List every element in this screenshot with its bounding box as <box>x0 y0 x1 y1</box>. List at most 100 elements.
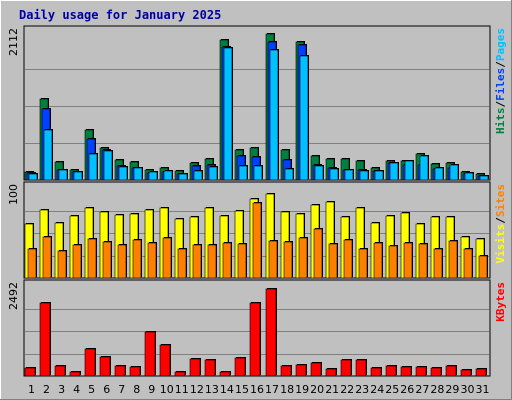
day-label-6: 6 <box>103 383 110 396</box>
bar-pages-day-5 <box>88 153 98 181</box>
bar-sites-day-20 <box>313 228 323 279</box>
bar-sites-day-19 <box>298 237 308 279</box>
bar-pages-day-9 <box>148 171 158 181</box>
bar-sites-day-23 <box>358 248 368 279</box>
bar-sites-day-26 <box>403 242 413 279</box>
bar-kbytes-day-8 <box>129 366 141 377</box>
bar-kbytes-day-13 <box>204 359 216 377</box>
day-label-23: 23 <box>355 383 369 396</box>
day-label-24: 24 <box>370 383 384 396</box>
y-max-label-hits_files_pages: 2112 <box>7 28 20 56</box>
bar-pages-day-13 <box>208 166 218 181</box>
bar-sites-day-27 <box>418 243 428 279</box>
bar-sites-day-24 <box>373 242 383 279</box>
bar-kbytes-day-22 <box>340 359 352 377</box>
bar-pages-day-29 <box>449 164 459 181</box>
bar-kbytes-day-7 <box>114 365 126 377</box>
legend-item: / <box>494 101 507 108</box>
day-label-31: 31 <box>476 383 490 396</box>
legend-item: / <box>494 217 507 224</box>
panel-kbytes: 2492 KBytes <box>7 279 507 377</box>
day-label-14: 14 <box>220 383 234 396</box>
legend-hits_files_pages: Hits/Files/Pages <box>494 28 507 134</box>
bar-pages-day-3 <box>58 169 68 181</box>
day-label-19: 19 <box>295 383 309 396</box>
bar-pages-day-15 <box>238 165 248 181</box>
bar-kbytes-day-25 <box>385 365 397 377</box>
day-label-15: 15 <box>235 383 249 396</box>
bar-kbytes-day-26 <box>400 366 412 377</box>
bar-kbytes-day-3 <box>54 365 66 377</box>
bar-pages-day-27 <box>419 155 429 181</box>
bar-kbytes-day-9 <box>144 331 156 377</box>
bar-sites-day-7 <box>117 244 127 279</box>
legend-visits_sites: Visits/Sites <box>494 184 507 264</box>
bar-sites-day-9 <box>147 242 157 279</box>
bar-kbytes-day-29 <box>445 365 457 377</box>
day-label-13: 13 <box>205 383 219 396</box>
bar-kbytes-day-18 <box>280 365 292 377</box>
bar-pages-day-4 <box>73 171 83 181</box>
bar-pages-day-24 <box>374 170 384 181</box>
bar-pages-day-28 <box>434 167 444 181</box>
day-label-16: 16 <box>250 383 264 396</box>
bar-pages-day-16 <box>253 165 263 181</box>
day-label-7: 7 <box>118 383 125 396</box>
bar-kbytes-day-31 <box>475 368 487 377</box>
day-label-29: 29 <box>445 383 459 396</box>
bar-sites-day-1 <box>27 248 37 279</box>
bar-sites-day-12 <box>192 244 202 279</box>
bar-pages-day-2 <box>43 129 53 181</box>
bar-sites-day-28 <box>433 248 443 279</box>
bar-pages-day-12 <box>193 170 203 181</box>
bar-sites-day-25 <box>388 245 398 279</box>
day-label-18: 18 <box>280 383 294 396</box>
bar-sites-day-21 <box>328 243 338 279</box>
day-label-11: 11 <box>175 383 189 396</box>
bar-kbytes-day-27 <box>415 366 427 377</box>
bar-pages-day-30 <box>464 172 474 181</box>
bar-pages-day-19 <box>299 55 309 181</box>
bar-kbytes-day-10 <box>159 344 171 377</box>
day-label-27: 27 <box>415 383 429 396</box>
bar-pages-day-31 <box>479 175 489 181</box>
bar-kbytes-day-15 <box>234 357 246 377</box>
bar-sites-day-3 <box>57 250 67 279</box>
day-label-20: 20 <box>310 383 324 396</box>
bar-sites-day-6 <box>102 241 112 279</box>
y-max-label-visits_sites: 100 <box>7 184 20 205</box>
bar-pages-day-22 <box>344 169 354 181</box>
bar-sites-day-17 <box>268 240 278 279</box>
legend-item: Hits <box>494 108 507 135</box>
legend-kbytes: KBytes <box>494 282 507 322</box>
legend-item: KBytes <box>494 282 507 322</box>
bar-pages-day-11 <box>178 173 188 181</box>
legend-item: Files <box>494 68 507 101</box>
bar-sites-day-31 <box>478 255 488 279</box>
y-max-label-kbytes: 2492 <box>7 282 20 310</box>
bar-kbytes-day-20 <box>310 362 322 377</box>
bar-kbytes-day-14 <box>219 371 231 377</box>
bar-sites-day-4 <box>72 244 82 279</box>
x-axis-day-labels: 1 2 3 4 5 6 7 8 9 10 11 12 13 14 15 16 17 18 19 20 21 22 23 24 2… <box>28 383 490 396</box>
bar-kbytes-day-17 <box>265 288 277 377</box>
day-label-21: 21 <box>325 383 339 396</box>
bar-kbytes-day-28 <box>430 367 442 377</box>
legend-item: Pages <box>494 28 507 61</box>
bar-pages-day-6 <box>103 150 113 181</box>
chart-title: Daily usage for January 2025 <box>19 8 221 22</box>
bar-pages-day-20 <box>314 165 324 181</box>
bar-pages-day-17 <box>269 49 279 181</box>
day-label-22: 22 <box>340 383 354 396</box>
day-label-4: 4 <box>73 383 80 396</box>
bar-pages-day-25 <box>389 162 399 181</box>
bar-kbytes-day-23 <box>355 359 367 377</box>
day-label-26: 26 <box>400 383 414 396</box>
legend-item: Visits <box>494 224 507 264</box>
bar-pages-day-18 <box>284 168 294 181</box>
legend-item: / <box>494 61 507 68</box>
bar-pages-day-14 <box>223 47 233 181</box>
